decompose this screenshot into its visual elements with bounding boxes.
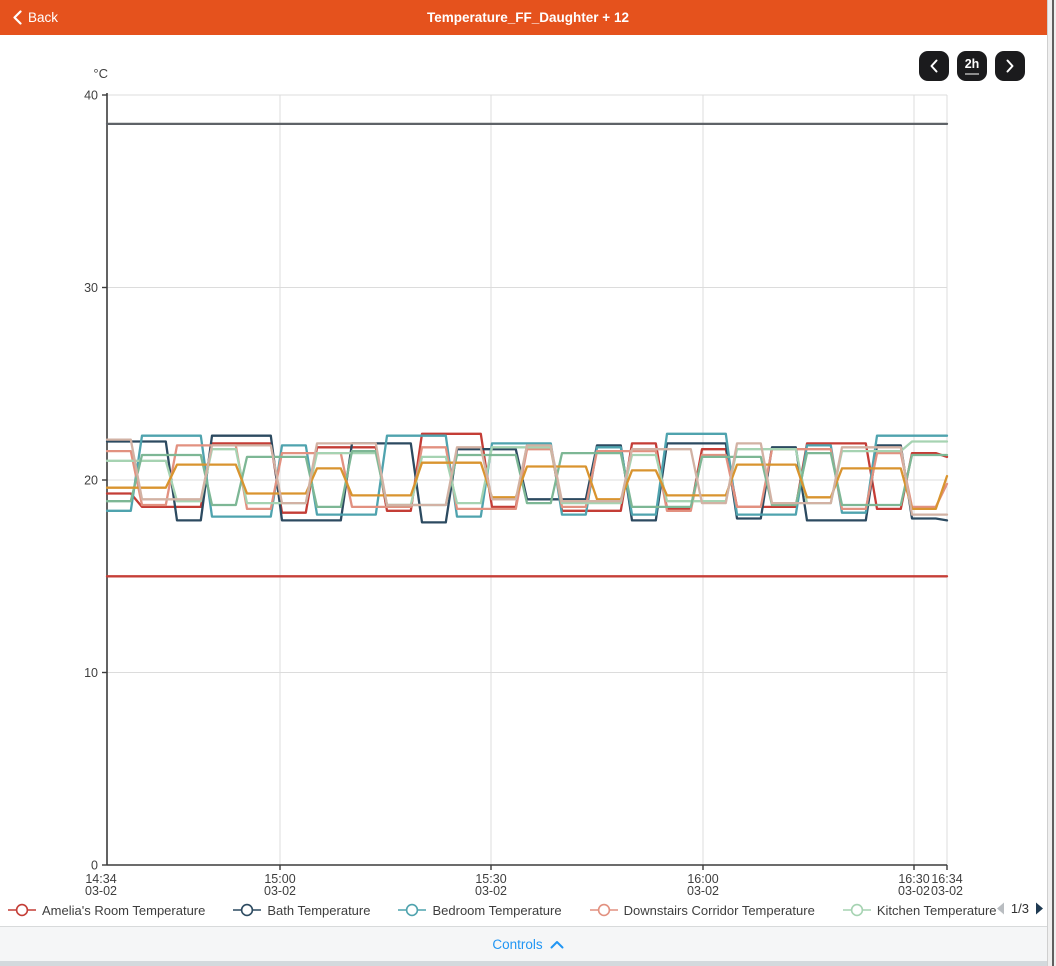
legend-item-label: Kitchen Temperature — [876, 902, 996, 918]
page-title: Temperature_FF_Daughter + 12 — [427, 10, 629, 25]
svg-text:03-02: 03-02 — [475, 884, 507, 898]
legend-marker-icon — [842, 903, 871, 917]
legend-item[interactable]: Downstairs Corridor Temperature — [589, 902, 815, 918]
time-nav-buttons: 2h — [919, 51, 1025, 81]
chevron-up-icon — [550, 940, 564, 948]
legend-item-label: Bedroom Temperature — [432, 902, 562, 918]
triangle-left-icon — [996, 902, 1004, 915]
legend-prev-page-button[interactable] — [996, 902, 1005, 915]
svg-text:16:00: 16:00 — [687, 872, 718, 886]
svg-text:15:30: 15:30 — [475, 872, 506, 886]
svg-text:03-02: 03-02 — [931, 884, 963, 898]
legend-page-indicator: 1/3 — [1010, 901, 1029, 916]
header-bar: Back Temperature_FF_Daughter + 12 — [0, 0, 1056, 35]
legend-pagination: 1/3 — [995, 901, 1044, 916]
svg-text:14:34: 14:34 — [85, 872, 116, 886]
vertical-scrollbar[interactable] — [1047, 0, 1056, 966]
legend-item[interactable]: Amelia's Room Temperature — [8, 903, 205, 918]
svg-text:20: 20 — [84, 474, 98, 488]
svg-text:°C: °C — [93, 66, 108, 81]
next-period-button[interactable] — [995, 51, 1025, 81]
svg-text:03-02: 03-02 — [687, 884, 719, 898]
triangle-right-icon — [1036, 902, 1043, 915]
time-range-button[interactable]: 2h — [957, 51, 987, 81]
scrollbar-thumb[interactable] — [1052, 0, 1054, 966]
controls-toggle[interactable]: Controls — [0, 926, 1056, 961]
svg-text:16:30: 16:30 — [898, 872, 929, 886]
legend-marker-icon — [233, 903, 262, 917]
bottom-strip — [0, 961, 1056, 966]
legend-item-label: Amelia's Room Temperature — [42, 902, 206, 918]
chevron-left-icon — [13, 10, 22, 25]
legend-item-label: Downstairs Corridor Temperature — [623, 902, 815, 918]
legend-marker-icon — [8, 903, 36, 917]
controls-label: Controls — [492, 936, 543, 952]
svg-text:40: 40 — [84, 89, 98, 103]
legend-next-page-button[interactable] — [1035, 902, 1044, 915]
svg-text:0: 0 — [91, 859, 98, 873]
legend-marker-icon — [398, 903, 427, 917]
back-label: Back — [28, 10, 59, 25]
legend-marker-icon — [589, 903, 618, 917]
svg-text:15:00: 15:00 — [264, 872, 295, 886]
chevron-left-icon — [930, 59, 938, 73]
legend-item[interactable]: Bath Temperature — [233, 903, 370, 918]
back-button[interactable]: Back — [0, 0, 70, 35]
time-range-label: 2h — [964, 57, 980, 75]
chart-legend: Amelia's Room Temperature Bath Temperatu… — [8, 898, 996, 922]
svg-text:03-02: 03-02 — [85, 884, 117, 898]
legend-item[interactable]: Bedroom Temperature — [398, 902, 562, 918]
svg-text:03-02: 03-02 — [898, 884, 930, 898]
chevron-right-icon — [1006, 59, 1014, 73]
svg-text:16:34: 16:34 — [931, 872, 962, 886]
previous-period-button[interactable] — [919, 51, 949, 81]
svg-text:10: 10 — [84, 666, 98, 680]
svg-text:30: 30 — [84, 281, 98, 295]
temperature-history-chart[interactable]: 010203040°C14:3403-0215:0003-0215:3003-0… — [0, 0, 1056, 900]
legend-item[interactable]: Kitchen Temperature — [842, 902, 996, 918]
legend-item-label: Bath Temperature — [267, 902, 371, 918]
svg-text:03-02: 03-02 — [264, 884, 296, 898]
